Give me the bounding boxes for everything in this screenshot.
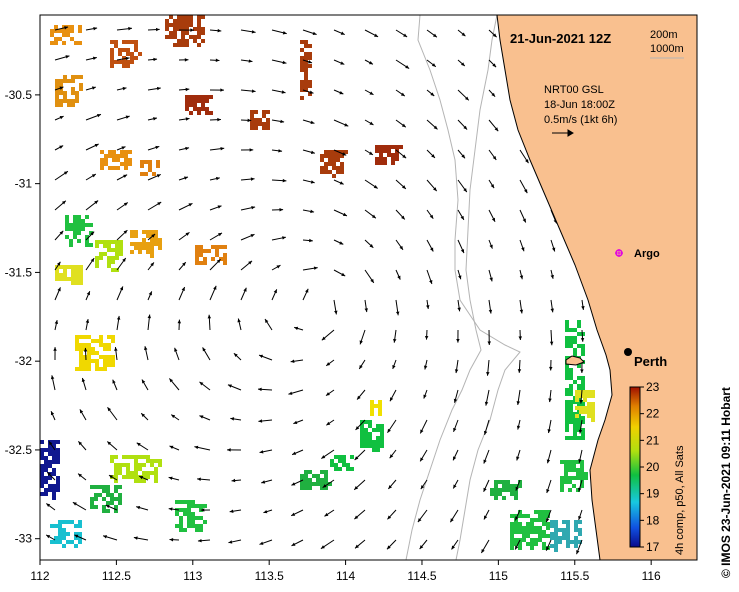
colorbar-tick-label: 17 bbox=[646, 540, 660, 554]
y-tick-label: -31.5 bbox=[5, 265, 33, 279]
x-tick-label: 114.5 bbox=[407, 569, 436, 583]
copyright-side-label: © IMOS 23-Jun-2021 09:11 Hobart bbox=[719, 387, 733, 578]
plot-frame bbox=[39, 14, 698, 561]
y-tick-label: -33 bbox=[15, 532, 33, 546]
y-tick-label: -31 bbox=[15, 177, 33, 191]
current-time-label: 18-Jun 18:00Z bbox=[544, 99, 615, 111]
x-tick-label: 113 bbox=[183, 569, 202, 583]
x-tick-label: 115 bbox=[489, 569, 508, 583]
arrow-scale-icon bbox=[552, 129, 574, 137]
x-tick-label: 116 bbox=[642, 569, 661, 583]
argo-label: Argo bbox=[634, 248, 660, 260]
isobath-lines bbox=[405, 15, 521, 560]
y-tick-label: -32.5 bbox=[5, 443, 33, 457]
isobath-200m bbox=[405, 15, 498, 560]
argo-float-marker bbox=[615, 249, 623, 257]
colorbar-tick-label: 19 bbox=[646, 487, 660, 501]
perth-label: Perth bbox=[634, 354, 667, 369]
y-axis-ticks: -30.5 -31 -31.5 -32 -32.5 -33 bbox=[5, 88, 40, 546]
x-tick-label: 112.5 bbox=[102, 569, 131, 583]
x-tick-label: 114 bbox=[336, 569, 355, 583]
colorbar-tick-label: 20 bbox=[646, 460, 660, 474]
western-australia-landmass bbox=[496, 15, 697, 560]
x-axis-ticks: 112 112.5 113 113.5 114 114.5 115 115.5 116 bbox=[30, 560, 661, 583]
y-tick-label: -32 bbox=[15, 354, 33, 368]
current-source-label: NRT00 GSL bbox=[544, 84, 604, 96]
colorbar-label: 4h comp, p50, All Sats bbox=[674, 445, 686, 555]
perth-marker bbox=[624, 348, 632, 356]
x-tick-label: 115.5 bbox=[560, 569, 589, 583]
colorbar-ticks: 23 22 21 20 19 18 17 bbox=[640, 380, 660, 554]
arrow-scale-label: 0.5m/s (1kt 6h) bbox=[544, 114, 617, 126]
date-label: 21-Jun-2021 12Z bbox=[510, 31, 611, 46]
x-tick-label: 112 bbox=[30, 569, 49, 583]
legend-depth-200m: 200m bbox=[650, 29, 678, 41]
colorbar-tick-label: 18 bbox=[646, 513, 660, 527]
colorbar-tick-label: 22 bbox=[646, 407, 660, 421]
sst-pixel-layer bbox=[40, 15, 595, 552]
y-tick-label: -30.5 bbox=[5, 88, 33, 102]
colorbar-tick-label: 21 bbox=[646, 433, 660, 447]
legend-depth-1000m: 1000m bbox=[650, 43, 684, 55]
x-tick-label: 113.5 bbox=[255, 569, 284, 583]
colorbar bbox=[629, 386, 641, 548]
colorbar-tick-label: 23 bbox=[646, 380, 660, 394]
rottnest-island bbox=[565, 355, 585, 366]
isobath-1000m bbox=[417, 15, 521, 560]
